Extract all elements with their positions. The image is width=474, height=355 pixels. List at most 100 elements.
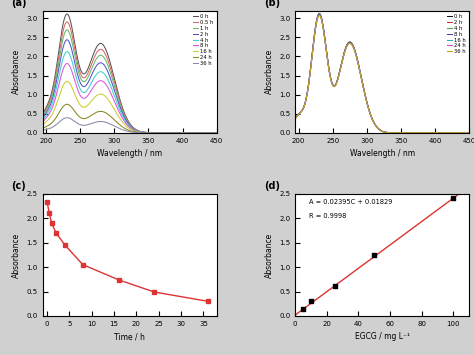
2 h [214, 131, 219, 135]
16 h [409, 131, 415, 135]
8 h [119, 115, 125, 119]
24 h [64, 102, 70, 106]
Line: 16 h: 16 h [295, 15, 469, 133]
0 h [317, 11, 322, 16]
24 h [409, 131, 415, 135]
2 h [371, 121, 377, 125]
8 h [395, 131, 401, 135]
0 h [143, 130, 148, 135]
36 h [371, 121, 377, 125]
Y-axis label: Absorbance: Absorbance [264, 49, 273, 94]
0.5 h [85, 71, 91, 76]
4 h [143, 130, 148, 135]
0.5 h [143, 130, 148, 135]
Line: 0 h: 0 h [295, 13, 469, 133]
24 h [85, 115, 91, 120]
24 h [317, 13, 322, 17]
0 h [71, 36, 77, 40]
X-axis label: EGCG / mg L⁻¹: EGCG / mg L⁻¹ [355, 332, 410, 342]
16 h [171, 131, 177, 135]
16 h [424, 131, 429, 135]
8 h [40, 120, 46, 124]
24 h [171, 131, 177, 135]
24 h [337, 68, 343, 72]
24 h [292, 117, 298, 121]
0.5 h [71, 42, 77, 46]
Y-axis label: Absorbance: Absorbance [12, 49, 21, 94]
2 h [424, 131, 429, 135]
4 h [466, 131, 472, 135]
2 h [337, 67, 343, 71]
2 h [466, 131, 472, 135]
16 h [156, 131, 162, 135]
0 h [292, 116, 298, 121]
24 h [119, 124, 125, 129]
Point [450, 195, 457, 201]
8 h [71, 75, 77, 80]
2 h [85, 81, 91, 85]
24 h [71, 108, 77, 112]
Text: (b): (b) [264, 0, 280, 8]
0.5 h [156, 131, 162, 135]
0 h [214, 131, 219, 135]
4 h [337, 67, 343, 71]
8 h [371, 121, 377, 125]
Line: 24 h: 24 h [43, 104, 217, 133]
8 h [214, 131, 219, 135]
2 h [40, 116, 46, 121]
4 h [371, 121, 377, 125]
1 h [71, 48, 77, 53]
36 h [71, 119, 77, 123]
1 h [143, 130, 148, 135]
1 h [214, 131, 219, 135]
1 h [156, 131, 162, 135]
4 h [317, 12, 322, 16]
Text: (d): (d) [264, 181, 280, 191]
24 h [371, 121, 377, 125]
4 h [171, 131, 177, 135]
4 h [119, 112, 125, 116]
16 h [119, 119, 125, 123]
8 h [292, 116, 298, 121]
8 h [323, 48, 329, 52]
2 h [71, 56, 77, 60]
36 h [214, 131, 219, 135]
8 h [337, 67, 343, 72]
24 h [214, 131, 219, 135]
36 h [171, 131, 177, 135]
Line: 2 h: 2 h [295, 13, 469, 133]
Line: 4 h: 4 h [295, 14, 469, 133]
16 h [143, 131, 148, 135]
Line: 8 h: 8 h [295, 14, 469, 133]
8 h [409, 131, 415, 135]
0 h [371, 121, 377, 125]
Line: 0.5 h: 0.5 h [43, 22, 217, 133]
8 h [85, 94, 91, 98]
8 h [143, 130, 148, 135]
16 h [395, 131, 401, 135]
0 h [395, 131, 401, 135]
8 h [171, 131, 177, 135]
Legend: 0 h, 2 h, 4 h, 8 h, 16 h, 24 h, 36 h: 0 h, 2 h, 4 h, 8 h, 16 h, 24 h, 36 h [446, 13, 466, 55]
Line: 24 h: 24 h [295, 15, 469, 133]
0 h [119, 103, 125, 108]
24 h [40, 126, 46, 131]
1 h [171, 131, 177, 135]
0.5 h [214, 131, 219, 135]
24 h [156, 131, 162, 135]
0 h [424, 131, 429, 135]
4 h [64, 49, 70, 54]
36 h [40, 128, 46, 132]
Line: 1 h: 1 h [43, 30, 217, 133]
16 h [371, 121, 377, 125]
16 h [337, 67, 343, 72]
8 h [317, 12, 322, 16]
4 h [71, 66, 77, 70]
Point [299, 306, 307, 312]
2 h [323, 47, 329, 51]
Line: 2 h: 2 h [43, 40, 217, 133]
24 h [466, 131, 472, 135]
0.5 h [171, 131, 177, 135]
8 h [424, 131, 429, 135]
24 h [323, 48, 329, 53]
